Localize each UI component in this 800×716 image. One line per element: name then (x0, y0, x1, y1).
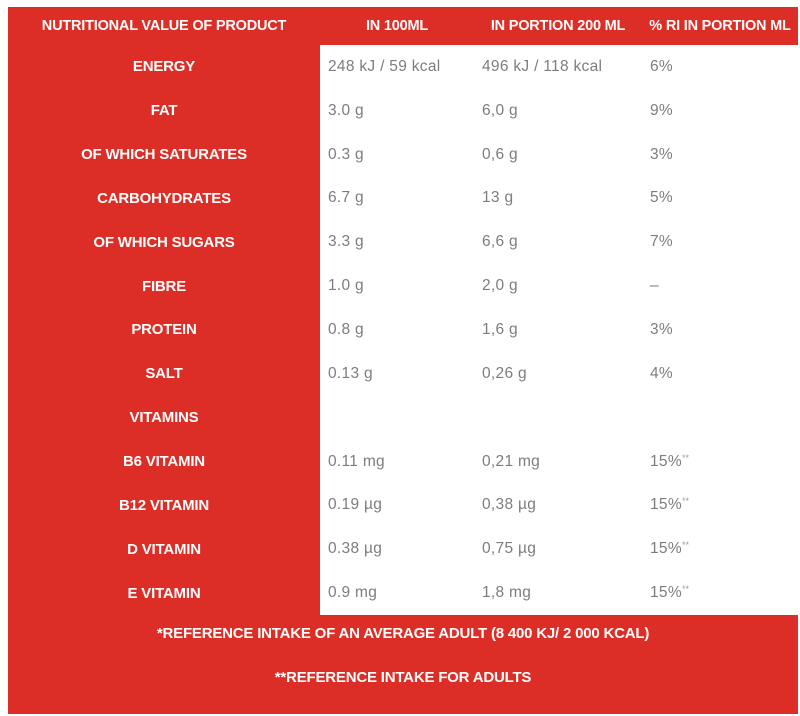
ri-value: 15% (650, 496, 682, 514)
values-panel (320, 45, 798, 615)
row-label: E VITAMIN (127, 584, 201, 602)
value-per-portion: 0,21 mg (482, 452, 541, 470)
value-ri: 9% (642, 102, 798, 120)
row-label: PROTEIN (131, 321, 197, 339)
value-per-100ml: 0.9 mg (328, 584, 378, 602)
ri-value: 3% (650, 320, 674, 338)
red-background: NUTRITIONAL VALUE OF PRODUCT IN 100ML IN… (8, 7, 798, 714)
table-row: E VITAMIN 0.9 mg 1,8 mg 15%** (8, 571, 798, 615)
table-row: CARBOHYDRATES 6.7 g 13 g 5% (8, 177, 798, 221)
ri-value: 7% (650, 233, 674, 251)
value-ri: 4% (642, 365, 798, 383)
footnote-marker: ** (681, 584, 689, 595)
ri-value: 3% (650, 145, 674, 163)
value-per-portion: 496 kJ / 118 kcal (482, 57, 603, 75)
value-per-portion: 1,8 mg (482, 584, 532, 602)
row-label: D VITAMIN (127, 540, 201, 558)
value-per-100ml: 3.0 g (328, 101, 364, 119)
value-ri: 3% (642, 321, 798, 339)
table-row: PROTEIN 0.8 g 1,6 g 3% (8, 308, 798, 352)
footnote-marker: ** (681, 452, 689, 463)
value-per-portion: 0,75 µg (482, 540, 537, 558)
table-row: ENERGY 248 kJ / 59 kcal 496 kJ / 118 kcal 6… (8, 45, 798, 89)
value-per-portion: 0,6 g (482, 145, 518, 163)
ri-value: 9% (650, 101, 674, 119)
table-row: OF WHICH SUGARS 3.3 g 6,6 g 7% (8, 220, 798, 264)
table-row: SALT 0.13 g 0,26 g 4% (8, 352, 798, 396)
value-per-portion: 13 g (482, 189, 514, 207)
value-per-100ml: 0.13 g (328, 364, 373, 382)
value-per-portion: 6,6 g (482, 233, 518, 251)
table-row: B12 VITAMIN 0.19 µg 0,38 µg 15%** (8, 483, 798, 527)
row-label: FAT (150, 102, 178, 120)
value-ri: 15%** (642, 540, 798, 558)
value-ri: 5% (642, 189, 798, 207)
footnote-reference-intake-adult: *REFERENCE INTAKE OF AN AVERAGE ADULT (8… (156, 625, 650, 642)
value-ri: 15%** (642, 584, 798, 602)
row-label: OF WHICH SUGARS (93, 233, 235, 251)
ri-value: 15% (650, 540, 682, 558)
value-per-100ml: 6.7 g (328, 189, 364, 207)
value-per-100ml: 3.3 g (328, 233, 364, 251)
table-row: OF WHICH SATURATES 0.3 g 0,6 g 3% (8, 133, 798, 177)
value-per-portion: 0,38 µg (482, 496, 537, 514)
value-per-100ml: 248 kJ / 59 kcal (328, 57, 441, 75)
ri-value: 15% (650, 452, 682, 470)
table-row: FAT 3.0 g 6,0 g 9% (8, 89, 798, 133)
header-per-portion: IN PORTION 200 ML (490, 18, 626, 34)
ri-value: 6% (650, 57, 674, 75)
value-per-portion: 2,0 g (482, 277, 518, 295)
header-per-100ml: IN 100ML (365, 18, 429, 34)
row-label: ENERGY (132, 58, 196, 76)
table-row: B6 VITAMIN 0.11 mg 0,21 mg 15%** (8, 440, 798, 484)
table-row: D VITAMIN 0.38 µg 0,75 µg 15%** (8, 527, 798, 571)
value-per-100ml: 0.11 mg (328, 452, 385, 470)
row-label: B12 VITAMIN (118, 496, 210, 514)
table-header: NUTRITIONAL VALUE OF PRODUCT IN 100ML IN… (8, 7, 798, 45)
ri-value: 5% (650, 189, 674, 207)
footnote-reference-intake-adults: **REFERENCE INTAKE FOR ADULTS (274, 669, 532, 686)
value-ri: 15%** (642, 496, 798, 514)
row-label: FIBRE (141, 277, 186, 295)
value-ri: 3% (642, 146, 798, 164)
row-label: B6 VITAMIN (123, 453, 205, 471)
table-row: FIBRE 1.0 g 2,0 g – (8, 264, 798, 308)
value-per-portion: 6,0 g (482, 101, 518, 119)
value-per-portion: 1,6 g (482, 320, 518, 338)
value-per-100ml: 0.38 µg (328, 540, 383, 558)
value-per-100ml: 0.3 g (328, 145, 364, 163)
value-ri: 15%** (642, 453, 798, 471)
header-product: NUTRITIONAL VALUE OF PRODUCT (41, 18, 287, 34)
value-per-portion: 0,26 g (482, 364, 527, 382)
ri-value: 4% (650, 364, 674, 382)
row-label: CARBOHYDRATES (97, 189, 231, 207)
footnote-marker: ** (681, 496, 689, 507)
value-ri: 7% (642, 233, 798, 251)
value-per-100ml: 1.0 g (328, 277, 364, 295)
value-ri: 6% (642, 58, 798, 76)
ri-value: – (650, 277, 659, 295)
footnote-marker: ** (681, 540, 689, 551)
value-ri: – (642, 277, 798, 295)
table-body: ENERGY 248 kJ / 59 kcal 496 kJ / 118 kcal 6… (8, 45, 798, 615)
table-row: VITAMINS (8, 396, 798, 440)
row-label: VITAMINS (129, 409, 199, 427)
value-per-100ml: 0.19 µg (328, 496, 383, 514)
header-ri: % RI IN PORTION ML (649, 18, 791, 34)
ri-value: 15% (650, 584, 682, 602)
row-label: SALT (145, 365, 183, 383)
row-label: OF WHICH SATURATES (81, 146, 247, 164)
value-per-100ml: 0.8 g (328, 320, 364, 338)
